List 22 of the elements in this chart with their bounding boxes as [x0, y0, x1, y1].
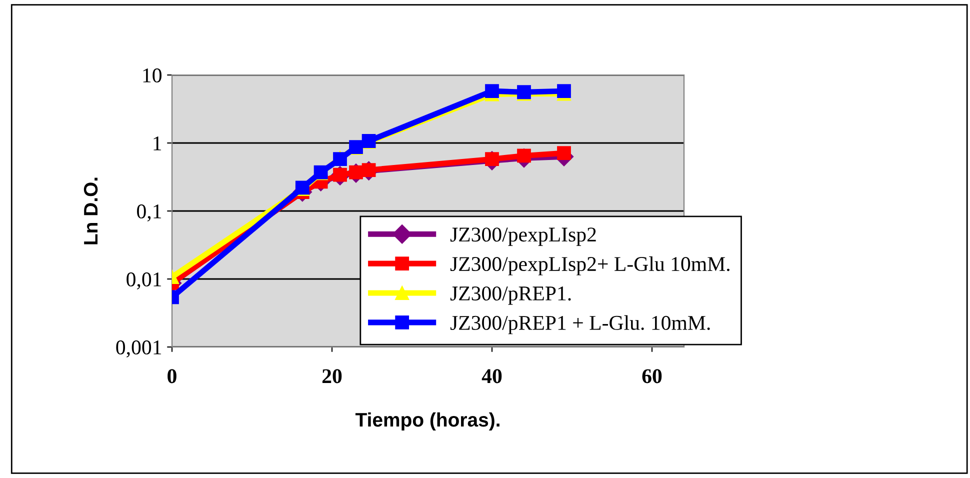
y-tick-label: 0,1 — [137, 204, 162, 222]
legend-label: JZ300/pREP1. — [450, 286, 571, 305]
legend-label: JZ300/pexpLIsp2 — [450, 228, 596, 246]
point — [362, 163, 376, 178]
y-tick-label: 10 — [143, 68, 162, 82]
x-tick-label: 0 — [168, 369, 176, 384]
point — [349, 165, 363, 180]
point — [557, 84, 571, 98]
legend-label: JZ300/pREP1 + L-Glu. 10mM. — [450, 315, 710, 334]
y-tick-label: 0,01 — [126, 272, 162, 290]
x-axis-title: Tiempo (horas). — [355, 412, 500, 431]
y-tick-label: 1 — [154, 136, 162, 150]
point — [517, 148, 531, 163]
y-tick-label: 0,001 — [116, 340, 162, 358]
x-tick-label: 60 — [642, 369, 662, 384]
legend-label: JZ300/pexpLIsp2+ L-Glu 10mM. — [450, 256, 730, 276]
x-tick-label: 40 — [482, 369, 502, 384]
point — [557, 146, 571, 160]
x-tick-label: 20 — [322, 369, 342, 384]
point — [485, 152, 499, 166]
y-axis-title: Ln D.O. — [84, 178, 98, 244]
point — [485, 84, 499, 98]
